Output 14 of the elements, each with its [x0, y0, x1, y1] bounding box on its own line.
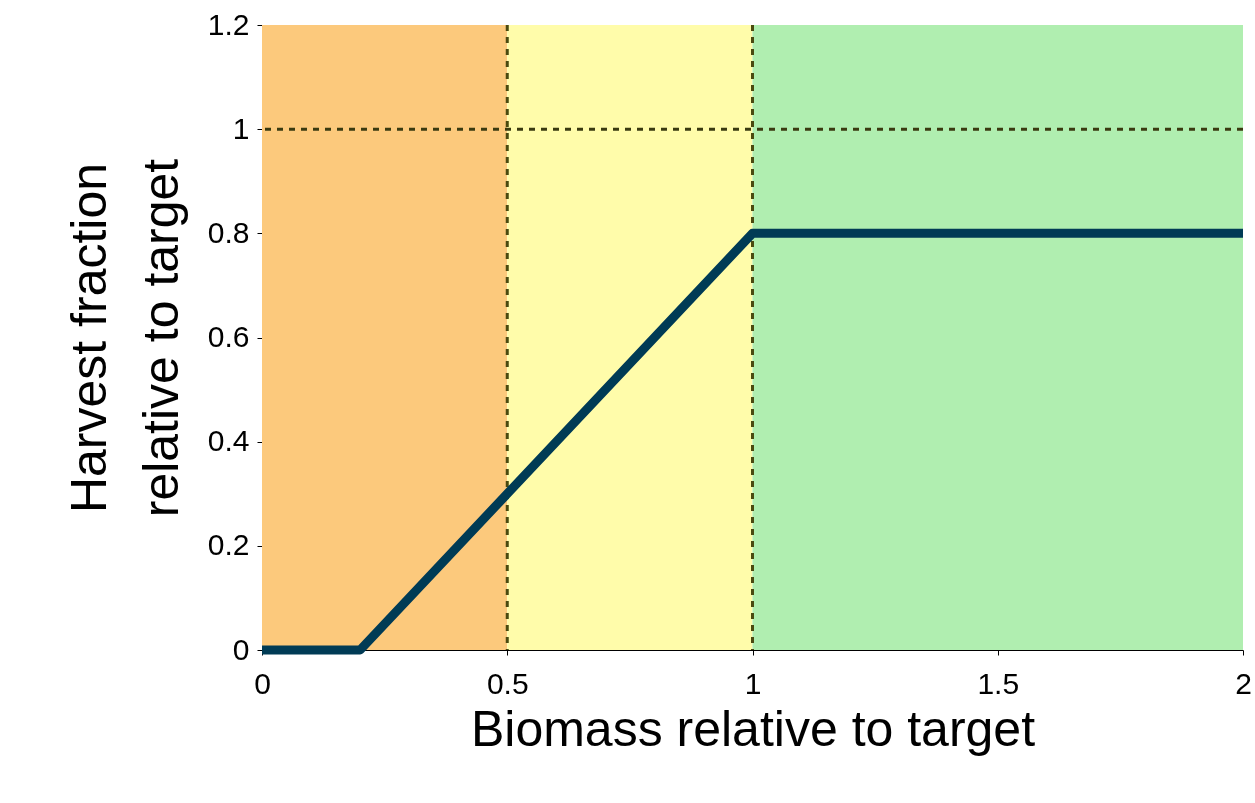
y-tick-label: 0.6	[207, 320, 250, 353]
y-tick-label: 0.2	[207, 528, 250, 562]
y-tick-label: 0.8	[207, 215, 250, 249]
x-tick-label: 1	[744, 666, 762, 700]
y-axis-title: Harvest fraction relative to target	[60, 158, 189, 518]
y-tick-label: 1.2	[207, 7, 250, 41]
y-tick-label: 0	[232, 632, 250, 666]
y-tick-label: 1	[232, 111, 250, 145]
x-tick-label: 0	[254, 666, 271, 700]
x-axis-title: Biomass relative to target	[470, 700, 1036, 757]
x-tick-label: 0.5	[486, 666, 529, 700]
x-tick-label: 1.5	[977, 666, 1020, 700]
x-tick-label: 2	[1235, 666, 1252, 700]
y-tick-label: 0.4	[207, 424, 250, 458]
